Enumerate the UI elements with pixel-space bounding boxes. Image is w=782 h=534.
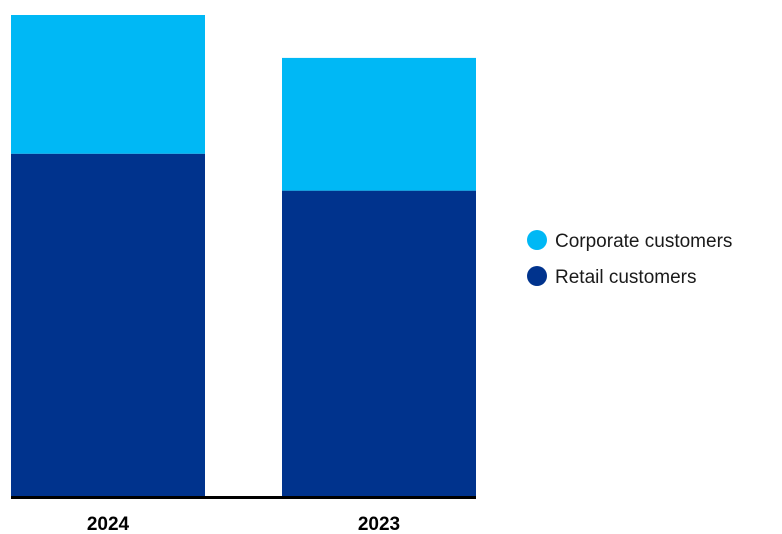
legend-label: Retail customers <box>555 267 697 288</box>
bars-group <box>11 15 476 497</box>
bar-2024-retail-customers <box>11 153 205 497</box>
legend-swatch-retail-customers <box>527 266 547 286</box>
legend-label: Corporate customers <box>555 231 732 252</box>
legend-swatch-corporate-customers <box>527 230 547 250</box>
bar-2023-corporate-customers <box>282 57 476 191</box>
legend: Corporate customers Retail customers <box>527 230 732 288</box>
x-tick-label: 2024 <box>87 514 130 534</box>
bar-2024-corporate-customers <box>11 15 205 154</box>
x-tick-label: 2023 <box>358 514 400 534</box>
x-tick-labels: 2024 2023 <box>87 514 400 534</box>
bar-2023-retail-customers <box>282 190 476 496</box>
